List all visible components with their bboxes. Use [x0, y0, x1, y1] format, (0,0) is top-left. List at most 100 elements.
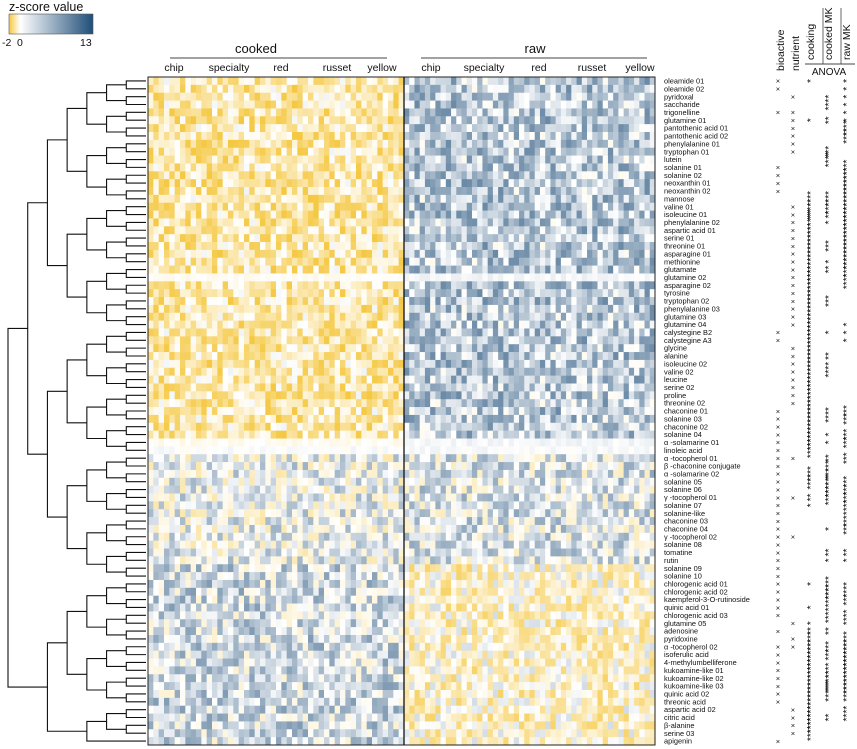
- heatmap-cell: [634, 273, 640, 282]
- heatmap-cell: [409, 336, 415, 345]
- heatmap-cell: [313, 84, 319, 94]
- heatmap-cell: [424, 124, 431, 133]
- heatmap-cell: [618, 139, 624, 149]
- heatmap-cell: [265, 273, 271, 282]
- heatmap-cell: [649, 249, 656, 259]
- heatmap-cell: [581, 139, 588, 149]
- heatmap-cell: [487, 328, 494, 337]
- heatmap-cell: [244, 77, 250, 86]
- heatmap-cell: [409, 179, 415, 188]
- heatmap-cell: [498, 344, 504, 353]
- heatmap-cell: [388, 194, 394, 204]
- heatmap-cell: [618, 414, 624, 424]
- heatmap-cell: [297, 446, 303, 455]
- heatmap-cell: [345, 289, 351, 298]
- heatmap-cell: [276, 155, 282, 164]
- heatmap-cell: [524, 320, 530, 329]
- dendrogram-branch: [66, 610, 87, 675]
- heatmap-cell: [456, 320, 462, 329]
- heatmap-cell: [340, 336, 346, 345]
- heatmap-cell: [244, 242, 250, 251]
- heatmap-cell: [233, 399, 239, 408]
- heatmap-cell: [461, 289, 468, 298]
- heatmap-cell: [456, 454, 462, 463]
- heatmap-cell: [430, 469, 436, 479]
- heatmap-cell: [529, 92, 536, 101]
- heatmap-cell: [618, 281, 624, 290]
- heatmap-cell: [286, 187, 293, 196]
- heatmap-cell: [477, 304, 483, 314]
- heatmap-cell: [566, 438, 572, 447]
- heatmap-cell: [534, 132, 541, 141]
- heatmap-cell: [550, 273, 556, 282]
- heatmap-cell: [529, 242, 536, 251]
- heatmap-cell: [185, 265, 191, 274]
- heatmap-cell: [639, 202, 645, 211]
- heatmap-cell: [419, 304, 426, 314]
- heatmap-cell: [602, 304, 609, 314]
- heatmap-cell: [592, 139, 598, 149]
- heatmap-cell: [297, 289, 303, 298]
- heatmap-cell: [292, 77, 298, 86]
- heatmap-cell: [477, 77, 483, 86]
- heatmap-cell: [498, 430, 504, 439]
- heatmap-cell: [244, 414, 250, 424]
- heatmap-cell: [524, 210, 530, 219]
- heatmap-cell: [649, 147, 656, 156]
- heatmap-cell: [576, 234, 583, 243]
- heatmap-cell: [513, 352, 520, 361]
- heatmap-cell: [356, 92, 362, 101]
- heatmap-cell: [477, 210, 483, 219]
- heatmap-cell: [340, 249, 346, 259]
- heatmap-cell: [377, 446, 383, 455]
- heatmap-cell: [382, 438, 389, 447]
- heatmap-cell: [372, 430, 378, 439]
- heatmap-cell: [372, 399, 378, 408]
- dendrogram-branch: [125, 394, 146, 404]
- heatmap-cell: [217, 155, 223, 164]
- heatmap-cell: [329, 454, 335, 463]
- heatmap-cell: [276, 234, 282, 243]
- heatmap-cell: [529, 446, 536, 455]
- heatmap-cell: [174, 249, 181, 259]
- heatmap-cell: [377, 187, 383, 196]
- heatmap-cell: [334, 297, 341, 306]
- heatmap-cell: [340, 92, 346, 101]
- heatmap-cell: [644, 336, 651, 345]
- heatmap-cell: [597, 462, 604, 471]
- dendrogram-branch: [125, 551, 146, 561]
- heatmap-cell: [222, 226, 229, 235]
- heatmap-cell: [560, 147, 567, 156]
- heatmap-cell: [545, 399, 551, 408]
- heatmap-cell: [545, 108, 551, 117]
- heatmap-cell: [424, 100, 431, 109]
- heatmap-cell: [281, 281, 287, 290]
- heatmap-cell: [634, 430, 640, 439]
- heatmap-cell: [649, 383, 656, 392]
- heatmap-cell: [623, 281, 630, 290]
- heatmap-cell: [201, 414, 207, 424]
- heatmap-cell: [508, 210, 515, 219]
- heatmap-cell: [466, 179, 473, 188]
- heatmap-cell: [539, 124, 546, 133]
- heatmap-cell: [228, 375, 234, 384]
- heatmap-cell: [350, 352, 357, 361]
- heatmap-cell: [254, 328, 261, 337]
- heatmap-cell: [409, 414, 415, 424]
- heatmap-cell: [492, 187, 499, 196]
- heatmap-cell: [419, 163, 426, 172]
- heatmap-cell: [492, 108, 499, 117]
- heatmap-cell: [613, 265, 619, 274]
- heatmap-cell: [313, 179, 319, 188]
- heatmap-cell: [424, 422, 431, 431]
- heatmap-cell: [318, 84, 325, 94]
- heatmap-cell: [618, 422, 624, 431]
- heatmap-cell: [602, 289, 609, 298]
- heatmap-cell: [361, 407, 367, 416]
- heatmap-cell: [158, 454, 165, 463]
- heatmap-cell: [308, 422, 314, 431]
- heatmap-cell: [487, 336, 494, 345]
- heatmap-cell: [270, 234, 277, 243]
- heatmap-cell: [424, 414, 431, 424]
- heatmap-cell: [260, 454, 266, 463]
